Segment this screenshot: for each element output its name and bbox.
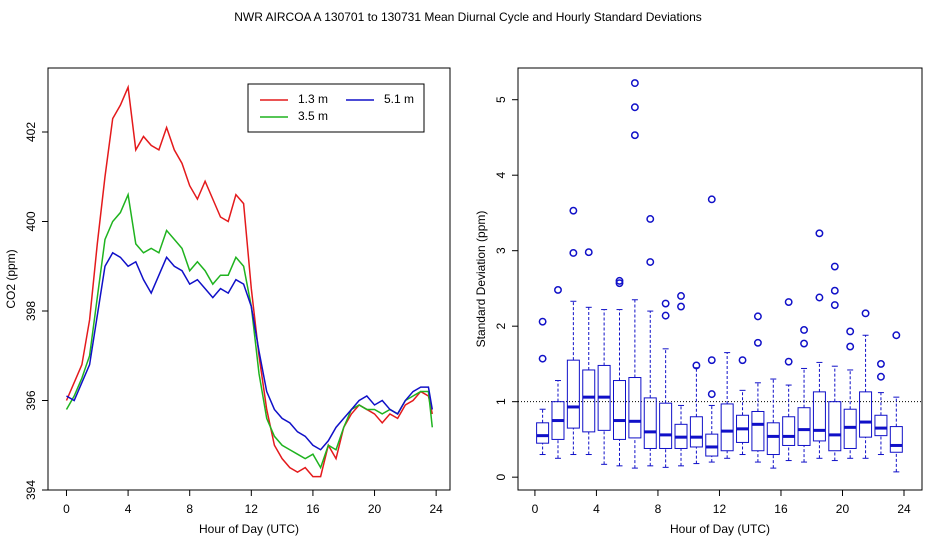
- outlier: [753, 338, 762, 347]
- outlier: [692, 361, 701, 370]
- outlier: [661, 311, 670, 320]
- outlier: [800, 339, 808, 348]
- outlier: [538, 317, 547, 326]
- box: [612, 380, 626, 440]
- x-tick-label: 16: [774, 502, 788, 516]
- y-tick-label: 396: [24, 390, 38, 410]
- outlier: [569, 249, 578, 257]
- outlier: [846, 327, 855, 336]
- x-tick-label: 24: [429, 502, 443, 516]
- outlier: [615, 276, 624, 285]
- y-tick-label: 0: [494, 474, 508, 481]
- y-tick-label: 2: [494, 323, 508, 330]
- x-tick-label: 12: [245, 502, 259, 516]
- figure-title: NWR AIRCOA A 130701 to 130731 Mean Diurn…: [234, 10, 702, 24]
- outlier: [584, 248, 593, 257]
- box: [843, 408, 857, 449]
- legend-label: 5.1 m: [384, 92, 414, 106]
- outlier: [753, 312, 762, 321]
- box: [828, 401, 842, 452]
- box: [628, 377, 642, 439]
- outlier: [830, 301, 839, 309]
- outlier: [815, 229, 824, 238]
- outlier: [800, 326, 808, 334]
- box: [536, 422, 550, 444]
- x-tick-label: 0: [63, 502, 70, 516]
- outlier: [876, 359, 885, 368]
- y-axis-label: Standard Deviation (ppm): [474, 211, 488, 348]
- outlier: [569, 206, 578, 215]
- box: [751, 410, 765, 452]
- x-tick-label: 12: [713, 502, 727, 516]
- box: [566, 359, 580, 429]
- outlier: [630, 131, 639, 140]
- y-tick-label: 5: [494, 96, 508, 103]
- box: [643, 397, 657, 449]
- box: [782, 416, 796, 446]
- x-tick-label: 0: [532, 502, 539, 516]
- outlier: [707, 195, 716, 204]
- outlier: [677, 292, 685, 300]
- box: [812, 391, 826, 442]
- x-tick-label: 24: [897, 502, 911, 516]
- box: [720, 403, 734, 452]
- x-tick-label: 20: [368, 502, 382, 516]
- outlier: [630, 103, 639, 112]
- box: [766, 422, 780, 456]
- outlier: [861, 309, 870, 318]
- line-series: [65, 191, 434, 470]
- y-tick-label: 398: [24, 301, 38, 321]
- box: [859, 391, 873, 438]
- y-axis-label: CO2 (ppm): [4, 249, 18, 308]
- box: [705, 433, 719, 457]
- outlier: [646, 258, 655, 266]
- plot-frame: [47, 67, 451, 491]
- y-tick-label: 1: [494, 398, 508, 405]
- plot-frame: [517, 67, 923, 491]
- x-tick-label: 8: [655, 502, 662, 516]
- y-tick-label: 400: [24, 211, 38, 231]
- outlier: [784, 298, 793, 306]
- outlier: [892, 331, 901, 340]
- outlier: [815, 293, 824, 302]
- y-tick-label: 394: [24, 480, 38, 500]
- outlier: [646, 215, 655, 223]
- y-tick-label: 402: [24, 122, 38, 142]
- box: [797, 407, 811, 446]
- outlier: [707, 356, 716, 365]
- x-tick-label: 4: [125, 502, 132, 516]
- x-tick-label: 8: [186, 502, 193, 516]
- outlier: [830, 262, 839, 271]
- x-axis-label: Hour of Day (UTC): [670, 522, 770, 536]
- outlier: [830, 286, 839, 295]
- legend-label: 3.5 m: [298, 109, 328, 123]
- y-tick-label: 3: [494, 247, 508, 254]
- box: [689, 416, 703, 448]
- x-axis-label: Hour of Day (UTC): [199, 522, 299, 536]
- line-series: [66, 251, 434, 451]
- outlier: [630, 79, 639, 88]
- legend-label: 1.3 m: [298, 92, 328, 106]
- x-tick-label: 20: [836, 502, 850, 516]
- box: [874, 414, 888, 437]
- box: [659, 402, 673, 449]
- box: [582, 369, 596, 433]
- outlier: [707, 390, 716, 399]
- legend-box: [247, 83, 425, 133]
- x-tick-label: 16: [306, 502, 320, 516]
- outlier: [677, 302, 685, 311]
- outlier: [846, 342, 855, 351]
- outlier: [784, 357, 793, 366]
- outlier: [661, 299, 670, 308]
- outlier: [554, 285, 562, 294]
- x-tick-label: 4: [593, 502, 600, 516]
- y-tick-label: 4: [494, 172, 508, 179]
- outlier: [876, 372, 885, 381]
- outlier: [738, 356, 747, 365]
- box: [889, 426, 903, 453]
- outlier: [538, 354, 547, 363]
- line-series: [65, 84, 434, 478]
